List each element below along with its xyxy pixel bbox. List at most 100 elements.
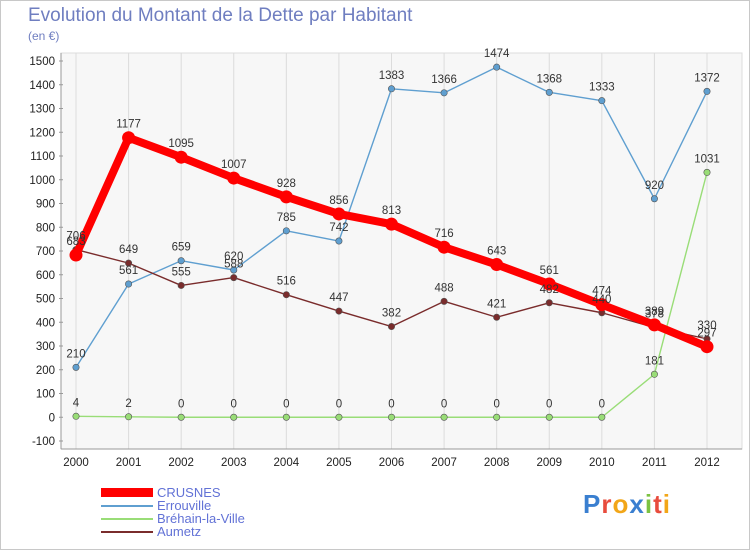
legend-label-errouville: Errouville (157, 498, 212, 513)
data-point (440, 297, 448, 305)
data-label: 555 (172, 266, 191, 278)
data-label: 561 (540, 265, 559, 277)
data-point (230, 274, 238, 282)
x-tick-label: 2001 (116, 457, 142, 469)
legend-label-aumetz: Aumetz (157, 524, 202, 539)
y-tick-label: 1300 (29, 104, 55, 116)
x-tick-label: 2009 (536, 457, 562, 469)
data-point (542, 277, 556, 291)
y-tick-label: 200 (36, 365, 55, 377)
data-label: 813 (382, 205, 401, 217)
data-point (282, 227, 290, 235)
data-point (177, 413, 185, 421)
y-tick-label: 300 (36, 341, 55, 353)
data-label: 0 (388, 398, 394, 410)
data-label: 588 (224, 259, 243, 271)
data-point (440, 413, 448, 421)
data-label: 0 (441, 398, 447, 410)
data-point (598, 97, 606, 105)
data-point (545, 88, 553, 96)
data-point (595, 298, 609, 312)
data-label: 742 (329, 222, 348, 234)
data-point (387, 85, 395, 93)
data-label: 1095 (168, 138, 194, 150)
data-point (177, 257, 185, 265)
data-label: 716 (434, 228, 453, 240)
data-point (385, 217, 398, 231)
data-label: 659 (172, 242, 191, 254)
data-label: 0 (178, 398, 184, 410)
data-point (230, 413, 238, 421)
y-tick-label: 500 (36, 294, 55, 306)
data-label: 389 (645, 306, 664, 318)
data-label: 440 (592, 294, 611, 306)
data-point (69, 248, 83, 262)
data-label: 0 (283, 398, 289, 410)
data-point (545, 299, 553, 307)
y-tick-label: 1100 (30, 151, 55, 163)
data-label: 382 (382, 308, 401, 320)
data-point (650, 195, 658, 203)
data-point (387, 413, 395, 421)
data-label: 683 (66, 236, 85, 248)
y-tick-label: 800 (36, 222, 55, 234)
data-label: 4 (73, 397, 80, 409)
data-point (387, 323, 395, 331)
x-tick-label: 2011 (642, 457, 667, 469)
data-point (335, 237, 343, 245)
plot-area (61, 53, 742, 449)
data-label: 1007 (221, 159, 247, 171)
data-point (647, 318, 661, 332)
data-point (598, 413, 606, 421)
proxiti-logo: Proxiti (583, 489, 671, 520)
data-label: 330 (697, 320, 716, 332)
data-label: 474 (592, 286, 612, 298)
x-tick-label: 2007 (431, 457, 457, 469)
legend-swatch-aumetz (101, 530, 153, 533)
data-label: 421 (487, 298, 506, 310)
data-point (490, 258, 504, 272)
data-point (282, 291, 290, 299)
y-tick-label: 1000 (29, 175, 55, 187)
data-point (493, 313, 501, 321)
data-point (437, 240, 451, 254)
data-point (545, 413, 553, 421)
data-point (493, 413, 501, 421)
data-point (335, 307, 343, 315)
data-point (174, 150, 188, 164)
data-label: 297 (697, 328, 716, 340)
data-label: 181 (645, 355, 664, 367)
data-point (122, 131, 136, 145)
logo-letter: t (653, 489, 663, 519)
legend-item-brehain: Bréhain-la-Ville (101, 512, 245, 525)
legend-swatch-crusnes (101, 488, 153, 497)
data-label: 378 (645, 308, 664, 320)
data-point (227, 171, 241, 185)
data-point (125, 259, 133, 267)
legend-label-crusnes: CRUSNES (157, 485, 221, 500)
logo-letter: i (644, 489, 654, 519)
x-tick-label: 2003 (221, 457, 247, 469)
x-tick-label: 2010 (589, 457, 615, 469)
y-tick-label: 1500 (29, 56, 55, 68)
data-label: 488 (434, 282, 453, 294)
x-tick-label: 2004 (274, 457, 300, 469)
logo-letter: x (629, 489, 645, 519)
data-label: 0 (546, 398, 552, 410)
y-tick-label: 600 (36, 270, 55, 282)
data-label: 1368 (536, 73, 562, 85)
data-label: 0 (231, 398, 237, 410)
y-tick-label: 700 (36, 246, 55, 258)
data-label: 649 (119, 244, 138, 256)
data-point (332, 207, 346, 221)
data-label: 928 (277, 178, 296, 190)
logo-letter: r (601, 489, 613, 519)
data-point (335, 413, 343, 421)
x-tick-label: 2006 (379, 457, 405, 469)
x-tick-label: 2008 (484, 457, 510, 469)
legend-swatch-brehain (101, 517, 153, 520)
data-label: 856 (329, 195, 348, 207)
data-label: 785 (277, 212, 296, 224)
x-tick-label: 2012 (694, 457, 720, 469)
data-label: 1474 (484, 48, 510, 60)
